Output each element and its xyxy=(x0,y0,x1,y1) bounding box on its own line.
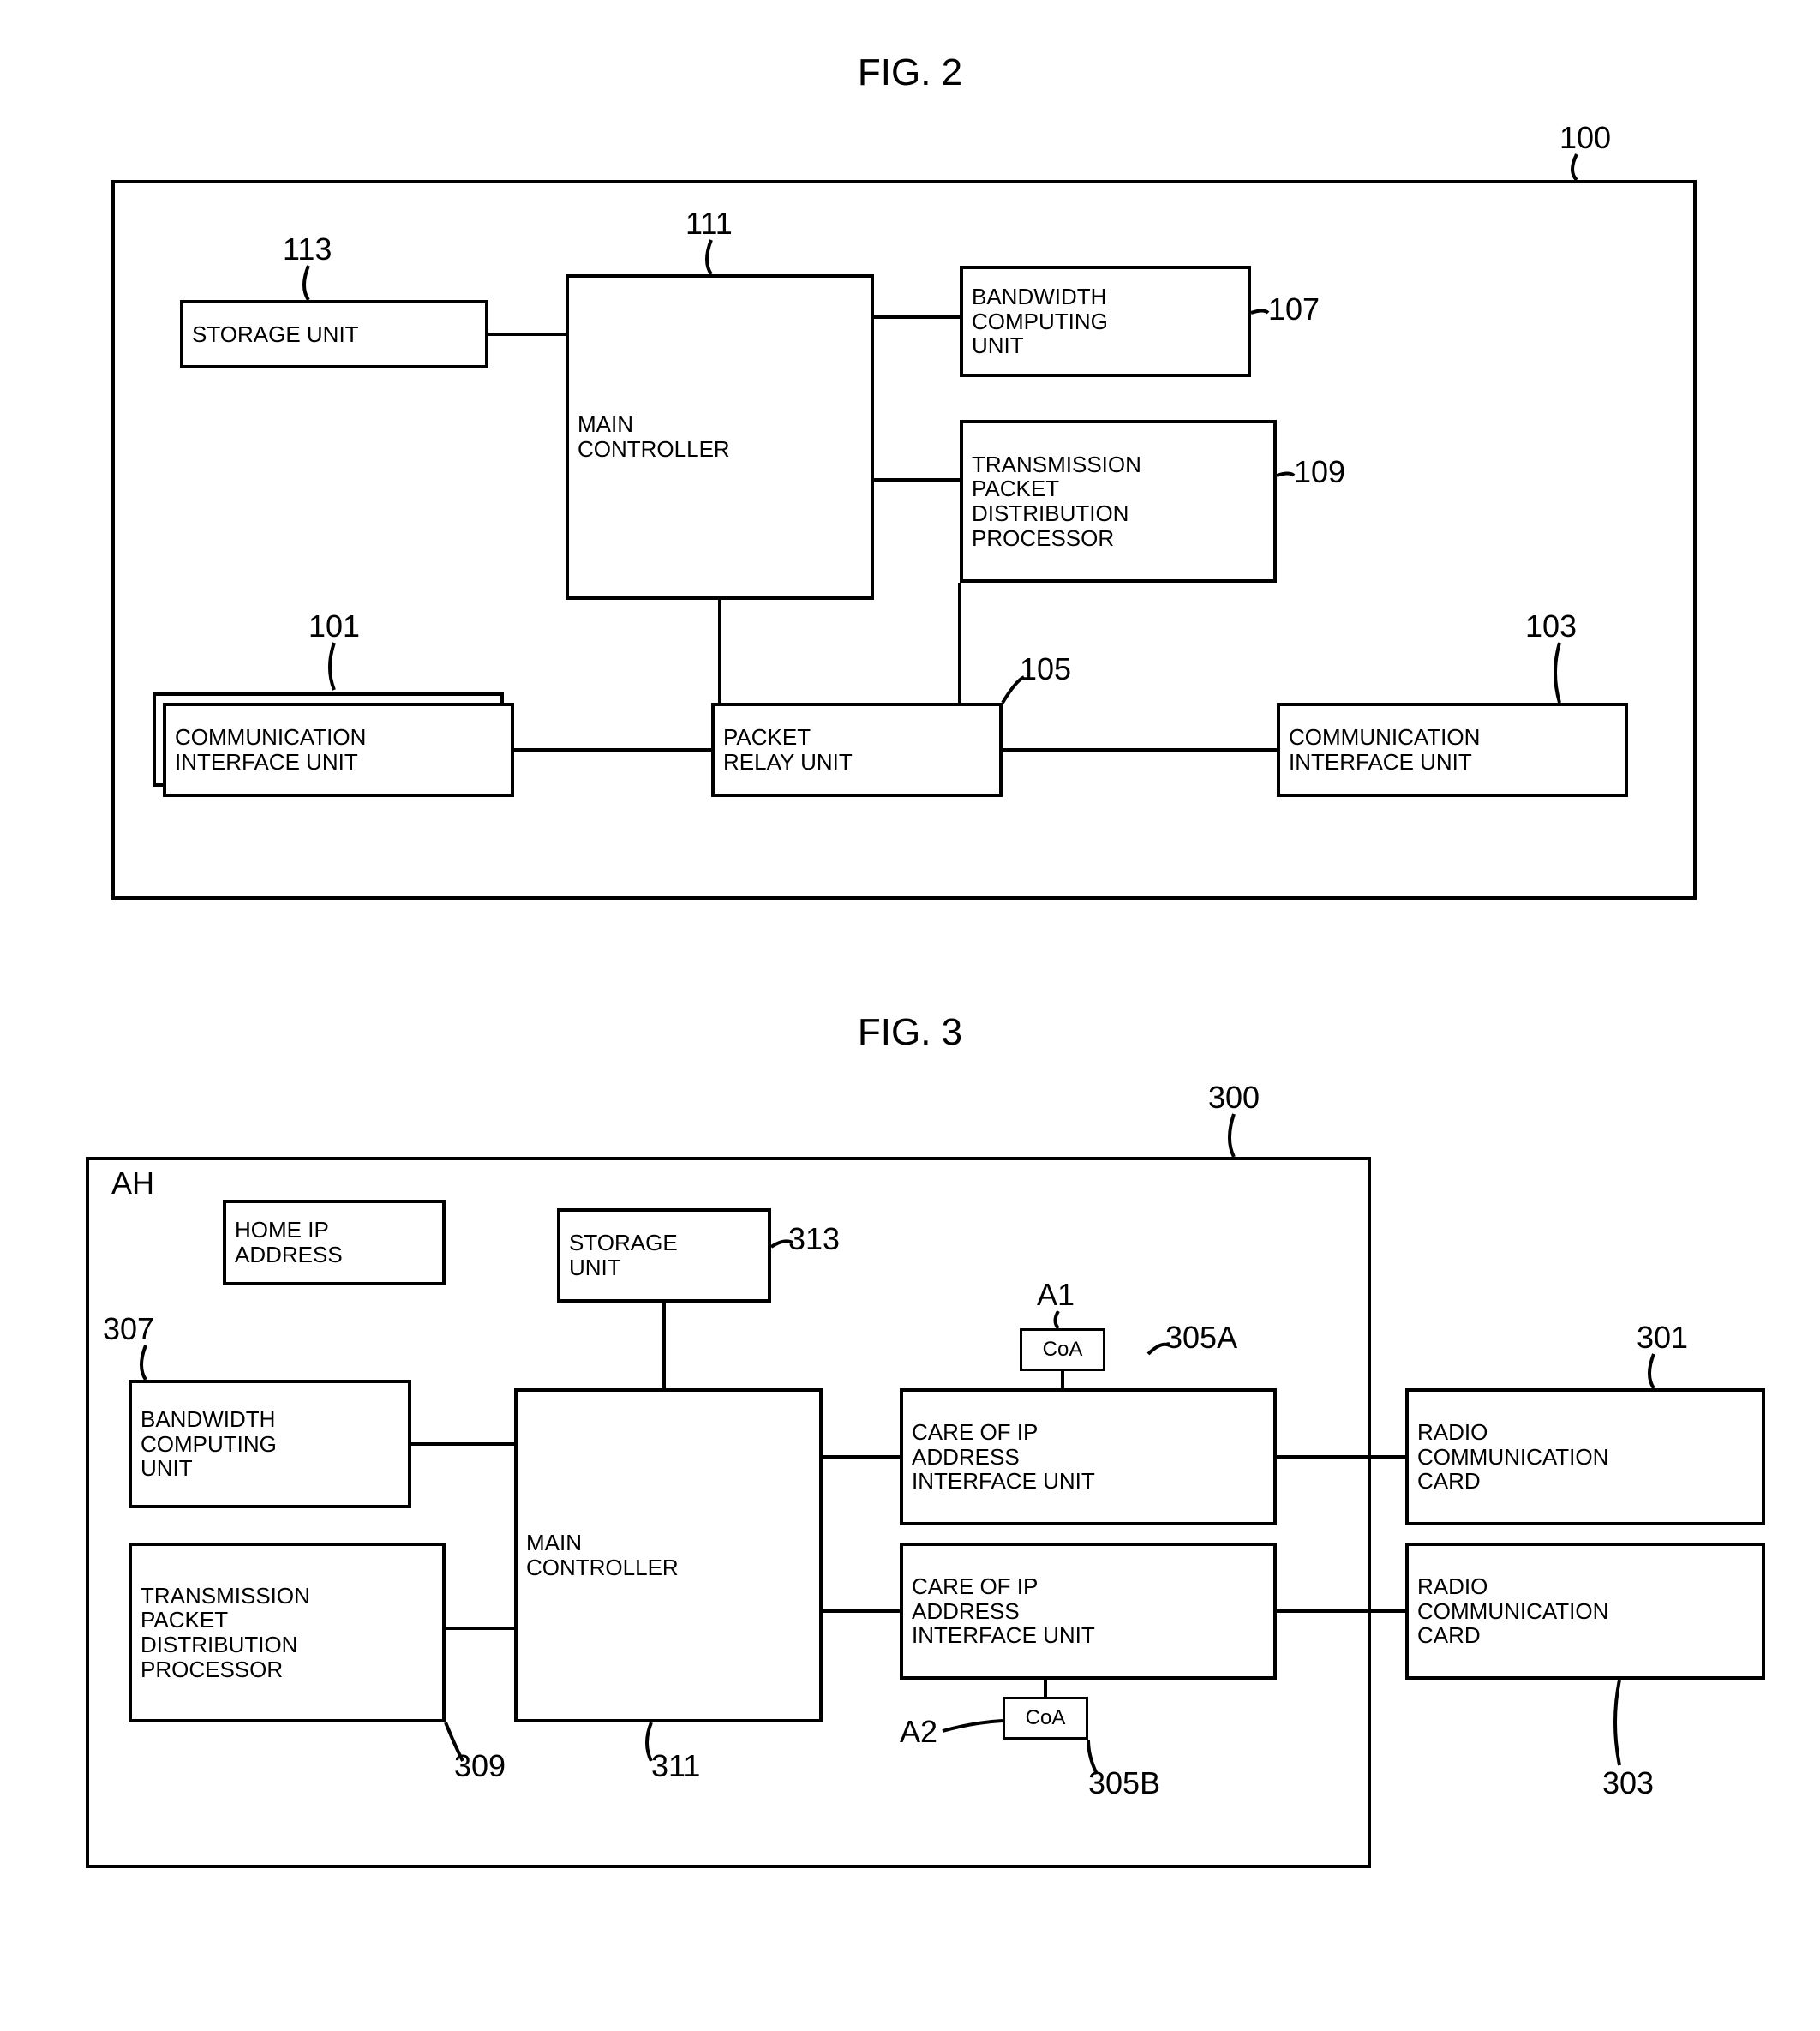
care2-block: CARE OF IPADDRESSINTERFACE UNIT xyxy=(900,1543,1277,1680)
fig2-outer-label: 100 xyxy=(1560,120,1611,156)
main-controller-text: MAINCONTROLLER xyxy=(578,412,730,461)
comm-left-block: COMMUNICATIONINTERFACE UNIT xyxy=(163,703,514,797)
care2-id: 305B xyxy=(1088,1765,1160,1801)
storage-unit-text: STORAGE UNIT xyxy=(192,322,359,347)
home-ip-text: HOME IPADDRESS xyxy=(235,1218,343,1267)
main-controller-id: 111 xyxy=(685,206,733,242)
care2-text: CARE OF IPADDRESSINTERFACE UNIT xyxy=(912,1574,1095,1648)
home-ip-block: HOME IPADDRESS xyxy=(223,1200,446,1285)
tpdp-text: TRANSMISSIONPACKETDISTRIBUTIONPROCESSOR xyxy=(972,452,1141,550)
packet-relay-id: 105 xyxy=(1020,651,1071,687)
bandwidth-id-3: 307 xyxy=(103,1311,154,1347)
tpdp-block-3: TRANSMISSIONPACKETDISTRIBUTIONPROCESSOR xyxy=(129,1543,446,1722)
coa2-text: CoA xyxy=(1026,1706,1066,1730)
comm-left-text: COMMUNICATIONINTERFACE UNIT xyxy=(175,725,366,774)
storage-unit-id-3: 313 xyxy=(788,1221,840,1257)
radio1-text: RADIOCOMMUNICATIONCARD xyxy=(1417,1420,1608,1494)
main-controller-block-3: MAINCONTROLLER xyxy=(514,1388,823,1722)
comm-left-id: 101 xyxy=(308,608,360,644)
fig3-outer-label: 300 xyxy=(1208,1080,1260,1116)
coa2-id: A2 xyxy=(900,1714,937,1750)
main-controller-block: MAINCONTROLLER xyxy=(566,274,874,600)
radio2-text: RADIOCOMMUNICATIONCARD xyxy=(1417,1574,1608,1648)
bandwidth-block: BANDWIDTHCOMPUTINGUNIT xyxy=(960,266,1251,377)
storage-unit-id: 113 xyxy=(283,231,332,267)
main-controller-id-3: 311 xyxy=(651,1748,700,1784)
care1-text: CARE OF IPADDRESSINTERFACE UNIT xyxy=(912,1420,1095,1494)
radio2-block: RADIOCOMMUNICATIONCARD xyxy=(1405,1543,1765,1680)
tpdp-block: TRANSMISSIONPACKETDISTRIBUTIONPROCESSOR xyxy=(960,420,1277,583)
comm-right-id: 103 xyxy=(1525,608,1577,644)
radio1-id: 301 xyxy=(1637,1320,1688,1356)
tpdp-id: 109 xyxy=(1294,454,1345,490)
fig2-title: FIG. 2 xyxy=(34,51,1786,94)
main-controller-text-3: MAINCONTROLLER xyxy=(526,1531,679,1579)
coa1-block: CoA xyxy=(1020,1328,1105,1371)
tpdp-id-3: 309 xyxy=(454,1748,506,1784)
bandwidth-text: BANDWIDTHCOMPUTINGUNIT xyxy=(972,285,1108,358)
home-ip-id: AH xyxy=(111,1165,154,1201)
packet-relay-text: PACKETRELAY UNIT xyxy=(723,725,853,774)
storage-unit-block: STORAGE UNIT xyxy=(180,300,488,368)
radio2-id: 303 xyxy=(1602,1765,1654,1801)
care1-id: 305A xyxy=(1165,1320,1237,1356)
comm-right-block: COMMUNICATIONINTERFACE UNIT xyxy=(1277,703,1628,797)
packet-relay-block: PACKETRELAY UNIT xyxy=(711,703,1003,797)
bandwidth-block-3: BANDWIDTHCOMPUTINGUNIT xyxy=(129,1380,411,1508)
bandwidth-text-3: BANDWIDTHCOMPUTINGUNIT xyxy=(141,1407,277,1481)
coa2-block: CoA xyxy=(1003,1697,1088,1740)
coa1-text: CoA xyxy=(1043,1338,1083,1362)
tpdp-text-3: TRANSMISSIONPACKETDISTRIBUTIONPROCESSOR xyxy=(141,1584,310,1681)
storage-unit-block-3: STORAGEUNIT xyxy=(557,1208,771,1303)
coa1-id: A1 xyxy=(1037,1277,1075,1313)
fig3-title: FIG. 3 xyxy=(34,1011,1786,1054)
bandwidth-id: 107 xyxy=(1268,291,1320,327)
storage-unit-text-3: STORAGEUNIT xyxy=(569,1231,678,1279)
comm-right-text: COMMUNICATIONINTERFACE UNIT xyxy=(1289,725,1480,774)
care1-block: CARE OF IPADDRESSINTERFACE UNIT xyxy=(900,1388,1277,1525)
radio1-block: RADIOCOMMUNICATIONCARD xyxy=(1405,1388,1765,1525)
fig2-container: 100 STORAGE UNIT 113 MAINCONTROLLER 111 … xyxy=(34,120,1786,943)
fig3-container: 300 HOME IPADDRESS AH STORAGEUNIT 313 BA… xyxy=(34,1080,1786,1928)
